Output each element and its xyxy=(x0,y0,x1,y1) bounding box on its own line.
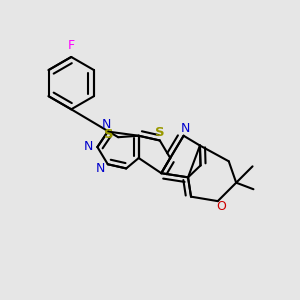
Text: N: N xyxy=(101,118,111,131)
Text: F: F xyxy=(68,39,75,52)
Text: N: N xyxy=(83,140,93,153)
Text: S: S xyxy=(155,126,165,139)
Text: S: S xyxy=(104,128,114,141)
Text: N: N xyxy=(180,122,190,135)
Text: O: O xyxy=(216,200,226,213)
Text: N: N xyxy=(96,162,105,175)
